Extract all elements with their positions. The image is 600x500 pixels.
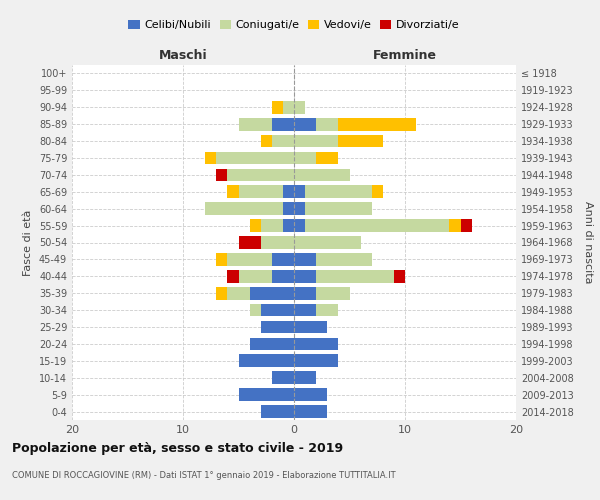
Bar [294, 220, 305, 232]
Bar [294, 186, 305, 198]
Bar [294, 270, 316, 282]
Legend: Celibi/Nubili, Coniugati/e, Vedovi/e, Divorziati/e: Celibi/Nubili, Coniugati/e, Vedovi/e, Di… [124, 16, 464, 34]
Bar [294, 101, 305, 114]
Bar [260, 405, 294, 418]
Bar [250, 338, 294, 350]
Bar [461, 220, 472, 232]
Bar [239, 118, 272, 130]
Bar [294, 320, 328, 334]
Bar [205, 202, 283, 215]
Bar [283, 101, 294, 114]
Bar [305, 220, 449, 232]
Bar [294, 372, 316, 384]
Bar [227, 168, 294, 181]
Bar [260, 134, 272, 147]
Bar [272, 101, 283, 114]
Bar [227, 287, 250, 300]
Bar [250, 304, 260, 316]
Bar [216, 152, 294, 164]
Bar [239, 354, 294, 367]
Bar [238, 186, 283, 198]
Bar [294, 388, 328, 401]
Bar [294, 134, 338, 147]
Text: Maschi: Maschi [158, 50, 208, 62]
Bar [216, 168, 227, 181]
Text: COMUNE DI ROCCAGIOVINE (RM) - Dati ISTAT 1° gennaio 2019 - Elaborazione TUTTITAL: COMUNE DI ROCCAGIOVINE (RM) - Dati ISTAT… [12, 471, 395, 480]
Bar [316, 287, 349, 300]
Bar [294, 168, 349, 181]
Bar [283, 186, 294, 198]
Bar [294, 405, 328, 418]
Bar [294, 287, 316, 300]
Bar [239, 270, 272, 282]
Bar [294, 152, 316, 164]
Bar [305, 186, 372, 198]
Text: Femmine: Femmine [373, 50, 437, 62]
Bar [294, 304, 316, 316]
Bar [316, 270, 394, 282]
Bar [394, 270, 405, 282]
Bar [260, 236, 294, 249]
Bar [338, 134, 383, 147]
Bar [260, 320, 294, 334]
Bar [227, 270, 239, 282]
Bar [239, 236, 260, 249]
Bar [316, 253, 372, 266]
Bar [260, 304, 294, 316]
Y-axis label: Anni di nascita: Anni di nascita [583, 201, 593, 284]
Bar [294, 354, 338, 367]
Bar [250, 220, 260, 232]
Bar [338, 118, 416, 130]
Bar [216, 287, 227, 300]
Bar [216, 253, 227, 266]
Bar [316, 118, 338, 130]
Bar [260, 220, 283, 232]
Bar [294, 338, 338, 350]
Bar [272, 134, 294, 147]
Bar [227, 186, 239, 198]
Bar [372, 186, 383, 198]
Bar [283, 220, 294, 232]
Bar [227, 253, 272, 266]
Bar [316, 304, 338, 316]
Bar [205, 152, 216, 164]
Bar [449, 220, 461, 232]
Bar [283, 202, 294, 215]
Y-axis label: Fasce di età: Fasce di età [23, 210, 33, 276]
Bar [272, 118, 294, 130]
Bar [250, 287, 294, 300]
Bar [239, 388, 294, 401]
Bar [294, 118, 316, 130]
Bar [305, 202, 372, 215]
Bar [294, 202, 305, 215]
Bar [272, 253, 294, 266]
Bar [294, 253, 316, 266]
Text: Popolazione per età, sesso e stato civile - 2019: Popolazione per età, sesso e stato civil… [12, 442, 343, 455]
Bar [272, 270, 294, 282]
Bar [316, 152, 338, 164]
Bar [294, 236, 361, 249]
Bar [272, 372, 294, 384]
